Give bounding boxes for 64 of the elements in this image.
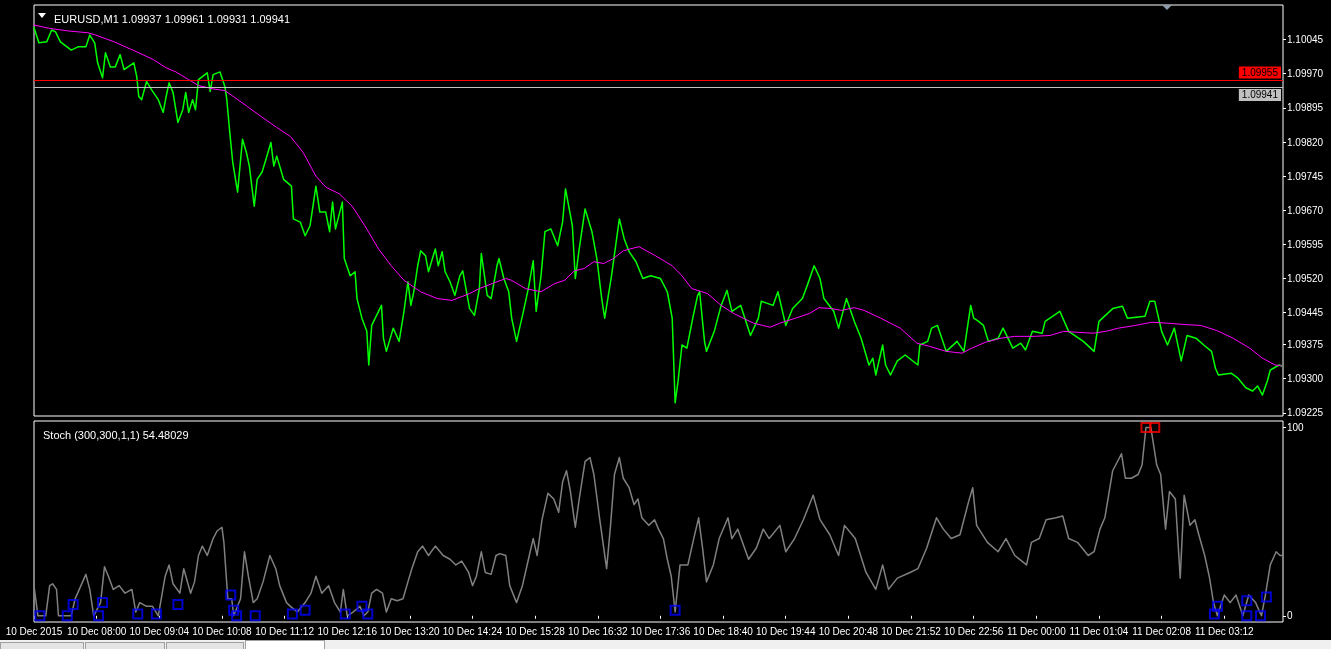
- point: [231, 610, 243, 622]
- y-tick-label: 1.09445: [1287, 307, 1324, 319]
- point: [299, 604, 311, 616]
- y-tick-label: 0: [1287, 610, 1293, 622]
- y-tick-label: 1.09970: [1287, 68, 1324, 80]
- y-tick-label: 1.09375: [1287, 339, 1324, 351]
- x-tick-label: 10 Dec 14:24: [442, 625, 503, 637]
- point: [1140, 421, 1152, 433]
- y-tick-label: 1.09670: [1287, 204, 1324, 216]
- point: [362, 608, 374, 620]
- x-tick-label: 10 Dec 15:28: [505, 625, 566, 637]
- y-tick-label: 1.09520: [1287, 273, 1324, 285]
- point: [1241, 595, 1253, 607]
- x-tick-label: 11 Dec 00:00: [1006, 625, 1067, 637]
- point: [1149, 421, 1161, 433]
- point: [132, 608, 144, 620]
- x-tick-label: 11 Dec 03:12: [1194, 625, 1255, 637]
- x-tick-label: 10 Dec 22:56: [943, 625, 1004, 637]
- text: Stoch (300,300,1,1) 54.48029: [43, 428, 189, 441]
- point: [669, 604, 681, 616]
- y-tick-label: 1.10045: [1287, 34, 1324, 46]
- x-tick-label: 10 Dec 09:04: [129, 625, 190, 637]
- point: [1208, 608, 1220, 620]
- y-tick-label: 1.09895: [1287, 102, 1324, 114]
- x-tick-label: 11 Dec 01:04: [1069, 625, 1129, 637]
- y-tick-label: 1.09745: [1287, 170, 1324, 182]
- ref-line-label: 1.09941: [1241, 89, 1279, 101]
- x-tick-label: 11 Dec 02:08: [1132, 625, 1192, 637]
- x-tick-label: 10 Dec 20:48: [818, 625, 879, 637]
- point: [93, 610, 105, 622]
- point: [1254, 610, 1266, 622]
- y-tick-label: 1.09300: [1287, 373, 1324, 385]
- y-tick-label: 1.09595: [1287, 238, 1324, 250]
- text: EURUSD,M1 1.09937 1.09961 1.09931 1.09941: [54, 12, 291, 25]
- x-tick-label: 10 Dec 08:00: [66, 625, 127, 637]
- point: [249, 610, 261, 622]
- x-tick-label: 10 Dec 12:16: [317, 625, 378, 637]
- point: [356, 600, 368, 612]
- x-tick-label: 10 Dec 21:52: [881, 625, 942, 637]
- point: [150, 608, 162, 620]
- x-tick-label: 10 Dec 2015: [5, 625, 63, 637]
- point: [228, 604, 240, 616]
- y-tick-label: 100: [1287, 421, 1305, 433]
- point: [67, 598, 79, 610]
- x-tick-label: 10 Dec 17:36: [630, 625, 691, 637]
- point: [34, 610, 46, 622]
- point: [339, 608, 351, 620]
- x-tick-label: 10 Dec 13:20: [380, 625, 441, 637]
- point: [1260, 591, 1272, 603]
- point: [61, 610, 73, 622]
- x-tick-label: 10 Dec 11:12: [255, 625, 315, 637]
- point: [225, 589, 237, 601]
- point: [286, 608, 298, 620]
- point: [172, 598, 184, 610]
- x-tick-label: 10 Dec 19:44: [756, 625, 816, 637]
- point: [1211, 600, 1223, 612]
- y-tick-label: 1.09820: [1287, 136, 1324, 148]
- ref-line-label: 1.09955: [1241, 67, 1279, 79]
- x-tick-label: 10 Dec 16:32: [568, 625, 628, 637]
- y-tick-label: 1.09225: [1287, 407, 1324, 419]
- x-tick-label: 10 Dec 18:40: [693, 625, 754, 637]
- point: [1241, 610, 1253, 622]
- x-tick-label: 10 Dec 10:08: [192, 625, 253, 637]
- point: [97, 597, 109, 609]
